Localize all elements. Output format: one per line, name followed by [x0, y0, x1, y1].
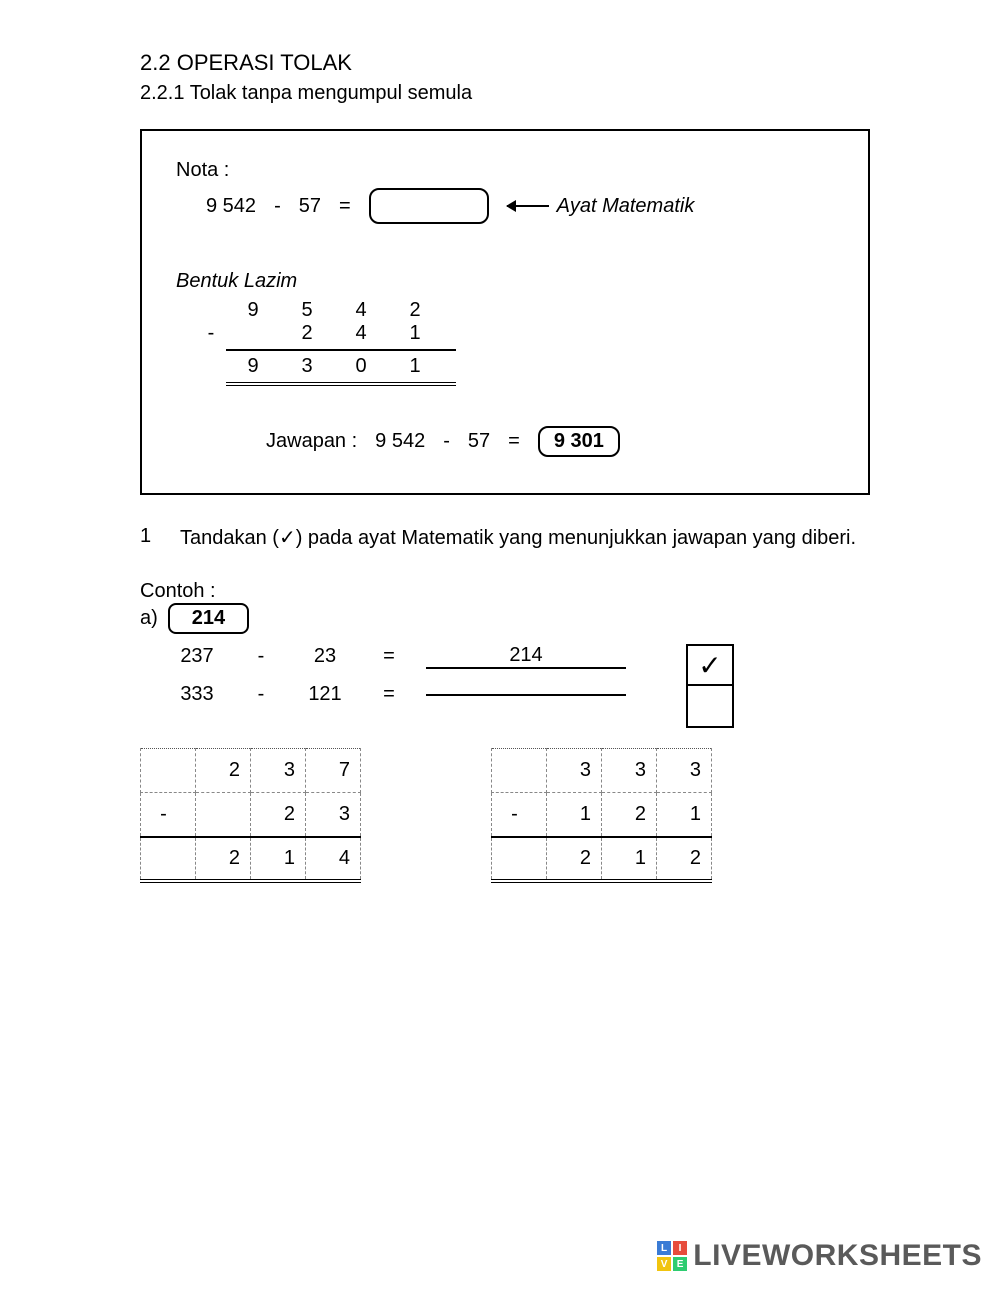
question-1: 1 Tandakan (✓) pada ayat Matematik yang …	[140, 525, 870, 550]
eq-b: 57	[299, 195, 321, 218]
wr-r3-c2: 2	[547, 837, 602, 881]
wr-r3-c3: 1	[602, 837, 657, 881]
subsection-title: 2.2.1 Tolak tanpa mengumpul semula	[140, 82, 870, 105]
eq1-ans[interactable]: 214	[426, 644, 626, 669]
jaw-a: 9 542	[375, 430, 425, 453]
eq2-eq: =	[362, 683, 416, 706]
wl-r2-c1: -	[141, 793, 196, 837]
section-number: 2.2	[140, 50, 171, 75]
eq1-a: 237	[170, 645, 224, 668]
jawapan-label: Jawapan :	[266, 430, 357, 453]
work-grid-left: 2 3 7 - 2 3 2 1 4	[140, 748, 361, 883]
subsection-number: 2.2.1	[140, 82, 184, 104]
wl-r2-c2	[196, 793, 251, 837]
eq-line-1: 237 - 23 = 214	[170, 644, 626, 669]
wl-r1-c2: 2	[196, 749, 251, 793]
vert-res-d1: 9	[226, 355, 280, 378]
eq-line-2: 333 - 121 =	[170, 683, 626, 706]
jaw-eq: =	[508, 430, 520, 453]
jawapan-row: Jawapan : 9 542 - 57 = 9 301	[266, 426, 834, 457]
work-grid-right: 3 3 3 - 1 2 1 2 1 2	[491, 748, 712, 883]
wm-logo-v: V	[657, 1257, 671, 1271]
vertical-subtraction: 9 5 4 2 - 2 4 1 9 3	[196, 299, 834, 386]
tick-box-1[interactable]: ✓	[686, 644, 734, 686]
vert-res-d3: 0	[334, 355, 388, 378]
wr-r1-c2: 3	[547, 749, 602, 793]
wl-r3-c4: 4	[306, 837, 361, 881]
vert-r2-d1	[226, 322, 280, 345]
jawapan-answer-box: 9 301	[538, 426, 620, 457]
wr-r3-c4: 2	[657, 837, 712, 881]
eq2-b: 121	[298, 683, 352, 706]
eq-a: 9 542	[206, 195, 256, 218]
wr-r2-c1: -	[492, 793, 547, 837]
eq-eq: =	[339, 195, 351, 218]
vert-r1-d3: 4	[334, 299, 388, 322]
example-equations: 237 - 23 = 214 333 - 121 =	[170, 644, 626, 720]
vert-rule-top	[226, 349, 456, 351]
eq1-op: -	[234, 645, 288, 668]
vert-r1-d2: 5	[280, 299, 334, 322]
nota-label: Nota :	[176, 159, 834, 182]
eq1-b: 23	[298, 645, 352, 668]
wm-logo-l: L	[657, 1241, 671, 1255]
jaw-op: -	[443, 430, 450, 453]
tick-column: ✓	[686, 644, 734, 728]
wr-r1-c4: 3	[657, 749, 712, 793]
wl-r1-c4: 7	[306, 749, 361, 793]
wr-r2-c3: 2	[602, 793, 657, 837]
vert-rule-bottom	[226, 382, 456, 386]
watermark: L I V E LIVEWORKSHEETS	[657, 1239, 982, 1273]
example-header: a) 214	[140, 603, 870, 634]
vert-r2-d4: 1	[388, 322, 442, 345]
wr-r1-c3: 3	[602, 749, 657, 793]
example-given-box: 214	[168, 603, 249, 634]
section-name: OPERASI TOLAK	[177, 50, 352, 75]
work-grids: 2 3 7 - 2 3 2 1 4 3 3 3	[140, 748, 870, 883]
wr-r1-c1	[492, 749, 547, 793]
watermark-text: LIVEWORKSHEETS	[693, 1239, 982, 1273]
vert-r1-d1: 9	[226, 299, 280, 322]
example-equations-row: 237 - 23 = 214 333 - 121 = ✓	[140, 644, 870, 742]
contoh-label: Contoh :	[140, 580, 870, 603]
question-number: 1	[140, 525, 160, 550]
note-equation: 9 542 - 57 = Ayat Matematik	[206, 188, 834, 224]
vert-r1-d4: 2	[388, 299, 442, 322]
jaw-b: 57	[468, 430, 490, 453]
wm-logo-i: I	[673, 1241, 687, 1255]
tick-box-2[interactable]	[686, 686, 734, 728]
vert-res-d2: 3	[280, 355, 334, 378]
vert-r2-d3: 4	[334, 322, 388, 345]
eq2-op: -	[234, 683, 288, 706]
eq-op: -	[274, 195, 281, 218]
wl-r2-c3: 2	[251, 793, 306, 837]
answer-blank-box[interactable]	[369, 188, 489, 224]
arrow-label: Ayat Matematik	[557, 195, 695, 218]
wl-r1-c1	[141, 749, 196, 793]
wr-r2-c2: 1	[547, 793, 602, 837]
wl-r2-c4: 3	[306, 793, 361, 837]
subsection-name: Tolak tanpa mengumpul semula	[190, 82, 472, 104]
wr-r2-c4: 1	[657, 793, 712, 837]
eq2-a: 333	[170, 683, 224, 706]
section-title: 2.2 OPERASI TOLAK	[140, 50, 870, 76]
vert-res-d4: 1	[388, 355, 442, 378]
part-label: a)	[140, 607, 158, 630]
wm-logo-e: E	[673, 1257, 687, 1271]
vert-op: -	[196, 322, 226, 345]
vert-r2-d2: 2	[280, 322, 334, 345]
eq1-eq: =	[362, 645, 416, 668]
wl-r3-c2: 2	[196, 837, 251, 881]
note-box: Nota : 9 542 - 57 = Ayat Matematik Bentu…	[140, 129, 870, 495]
watermark-logo-icon: L I V E	[657, 1241, 687, 1271]
wl-r3-c1	[141, 837, 196, 881]
wl-r3-c3: 1	[251, 837, 306, 881]
eq2-ans[interactable]	[426, 694, 626, 696]
question-text: Tandakan (✓) pada ayat Matematik yang me…	[180, 525, 856, 550]
wl-r1-c3: 3	[251, 749, 306, 793]
arrow-label-group: Ayat Matematik	[507, 195, 695, 218]
arrow-icon	[507, 205, 549, 207]
bentuk-lazim-label: Bentuk Lazim	[176, 270, 834, 293]
wr-r3-c1	[492, 837, 547, 881]
